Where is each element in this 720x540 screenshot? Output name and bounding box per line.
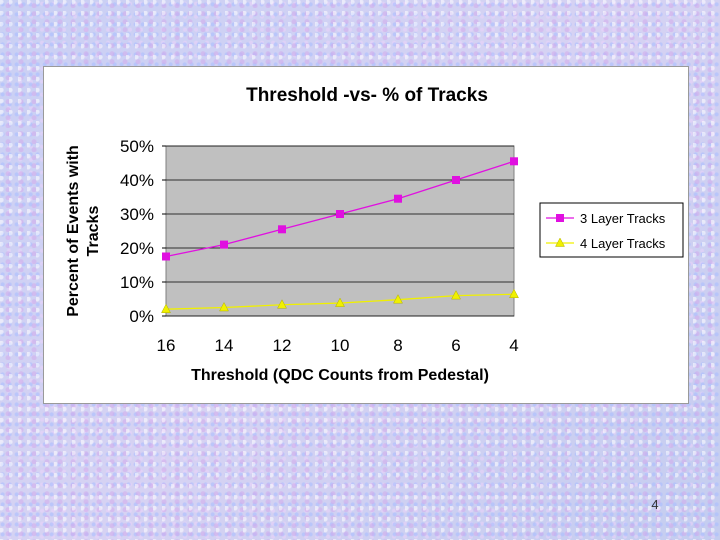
line-chart: 0% 10% 20% 30% 40% 50% 16 14 12 10 8 6 4 Threshold -v… — [65, 85, 684, 384]
x-tick-label: 14 — [215, 336, 234, 355]
y-tick-label: 40% — [120, 171, 154, 190]
x-tick-label: 10 — [331, 336, 350, 355]
data-point-series-1 — [394, 194, 402, 203]
x-tick-label: 8 — [393, 336, 402, 355]
plot-area — [165, 145, 515, 317]
data-point-series-1 — [220, 240, 228, 249]
data-point-series-1 — [336, 210, 344, 218]
x-tick-label: 16 — [157, 336, 176, 355]
data-point-series-1 — [278, 225, 286, 234]
data-point-series-2 — [335, 297, 345, 307]
y-tick-label: 30% — [120, 205, 154, 224]
x-tick-label: 12 — [273, 336, 292, 355]
y-tick-label: 20% — [120, 239, 154, 258]
data-point-series-2 — [509, 288, 519, 298]
legend-swatch-marker — [556, 214, 564, 222]
y-tick-label: 10% — [120, 273, 154, 292]
y-axis-label-line-2: Tracks — [85, 206, 102, 257]
x-tick-label: 6 — [451, 336, 460, 355]
legend-label: 4 Layer Tracks — [580, 236, 666, 251]
data-point-series-1 — [452, 176, 460, 184]
data-point-series-1 — [510, 157, 518, 166]
x-tick-label: 4 — [509, 336, 518, 355]
slide-number: 4 — [651, 497, 659, 512]
data-point-series-2 — [161, 303, 171, 313]
x-axis-label: Threshold (QDC Counts from Pedestal) — [191, 367, 489, 384]
data-point-series-1 — [162, 252, 170, 261]
y-axis-label-line-1: Percent of Events with — [65, 145, 82, 317]
y-tick-label: 50% — [120, 137, 154, 156]
data-point-series-2 — [277, 299, 287, 309]
legend-box — [539, 202, 684, 258]
y-tick-label: 0% — [129, 307, 154, 326]
chart-panel: 0% 10% 20% 30% 40% 50% 16 14 12 10 8 6 4 Threshold -v… — [43, 66, 689, 404]
legend-swatch-marker — [555, 237, 565, 247]
chart-title: Threshold -vs- % of Tracks — [246, 85, 488, 106]
data-point-series-2 — [393, 294, 403, 304]
data-point-series-2 — [451, 290, 461, 300]
legend-label: 3 Layer Tracks — [580, 211, 666, 226]
data-point-series-2 — [219, 301, 229, 312]
